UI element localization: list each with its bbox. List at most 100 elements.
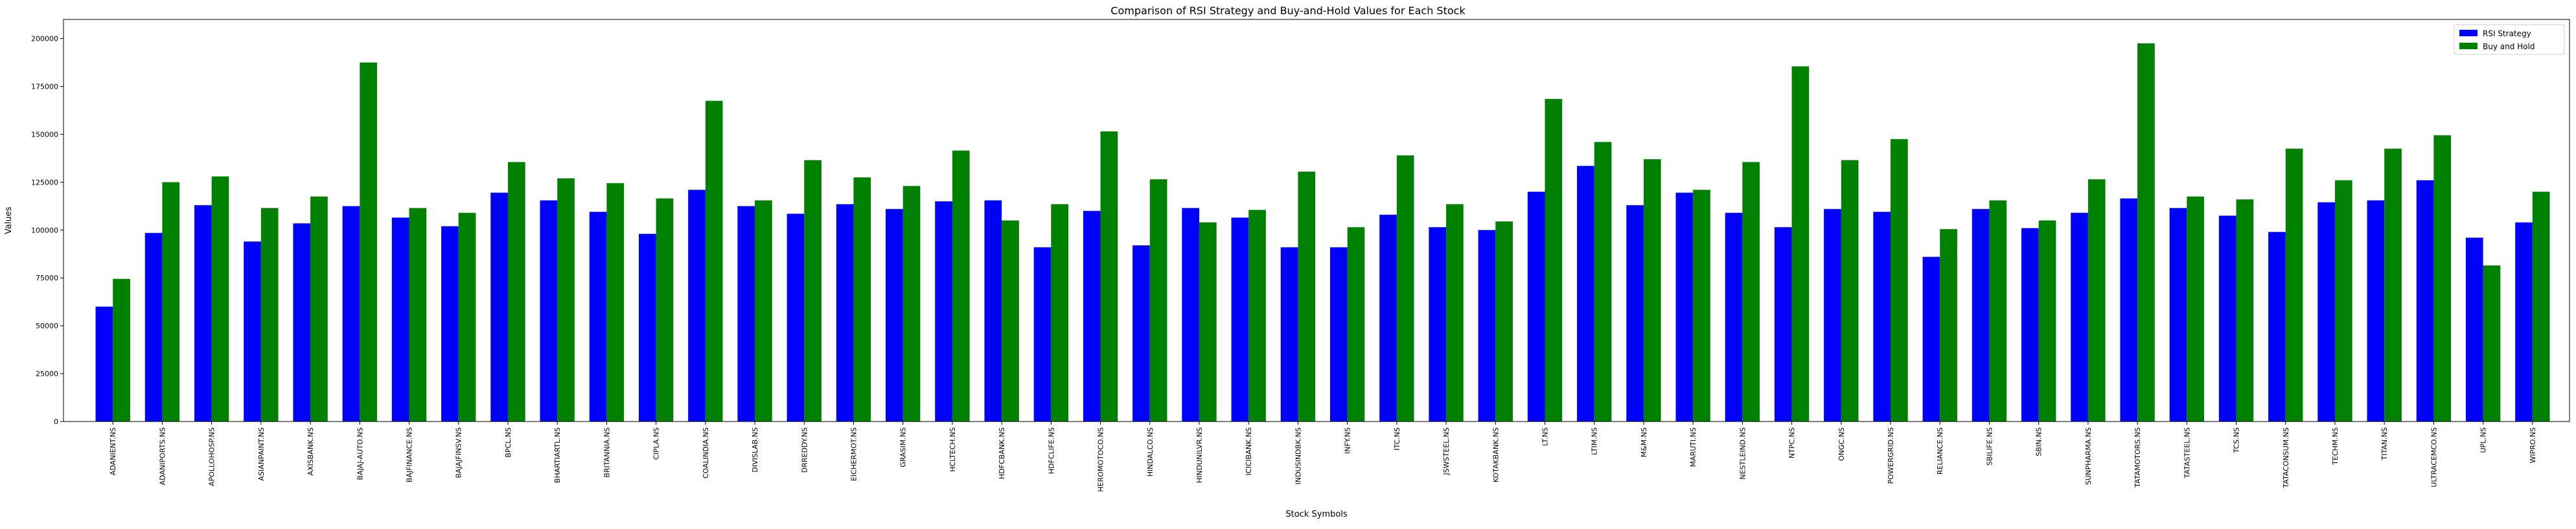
bars-group: [95, 43, 2550, 422]
rsi-strategy-bar: [1725, 212, 1743, 422]
x-tick-label: SUNPHARMA.NS: [2084, 427, 2093, 485]
buy-and-hold-bar: [853, 177, 871, 422]
rsi-strategy-bar: [540, 200, 558, 422]
x-tick-label: BPCL.NS: [504, 427, 512, 458]
x-tick-label: HINDUNILVR.NS: [1195, 427, 1204, 483]
x-tick-label: ULTRACEMCO.NS: [2430, 427, 2438, 488]
x-tick-label: EICHERMOT.NS: [849, 427, 858, 481]
legend-swatch: [2459, 30, 2478, 36]
x-axis-label: Stock Symbols: [1285, 510, 1348, 519]
buy-and-hold-bar: [1347, 227, 1365, 422]
x-tick-label: BRITANNIA.NS: [603, 427, 611, 478]
buy-and-hold-bar: [1446, 204, 1464, 422]
rsi-strategy-bar: [293, 223, 311, 422]
rsi-strategy-bar: [1922, 256, 1940, 422]
x-tick-label: TATAMOTORS.NS: [2133, 427, 2142, 488]
rsi-strategy-bar: [244, 242, 261, 422]
x-axis: ADANIENT.NS ADANIPORTS.NS APOLLOHOSP.NS ASI…: [109, 422, 2537, 492]
x-tick-label: DIVISLAB.NS: [751, 427, 759, 473]
buy-and-hold-bar: [1248, 210, 1266, 422]
rsi-strategy-bar: [737, 206, 755, 422]
x-tick-label: NESTLEIND.NS: [1738, 427, 1747, 480]
buy-and-hold-bar: [162, 182, 180, 422]
rsi-strategy-bar: [2515, 222, 2533, 422]
x-tick-label: LT.NS: [1541, 427, 1550, 446]
legend-box: [2454, 24, 2565, 55]
x-tick-label: UPL.NS: [2479, 427, 2488, 453]
rsi-strategy-bar: [1626, 205, 1644, 422]
x-tick-label: HINDALCO.NS: [1146, 427, 1155, 477]
x-tick-label: BAJFINANCE.NS: [406, 427, 414, 482]
plot-frame: [63, 19, 2570, 422]
rsi-strategy-bar: [1824, 208, 1841, 422]
buy-and-hold-bar: [952, 150, 970, 422]
x-tick-label: HDFCBANK.NS: [998, 427, 1006, 479]
buy-and-hold-bar: [606, 183, 625, 422]
x-tick-label: BHARTIARTL.NS: [553, 427, 562, 483]
rsi-strategy-bar: [342, 206, 360, 422]
y-tick-label: 200000: [31, 35, 58, 43]
buy-and-hold-bar: [1149, 179, 1167, 422]
y-tick-label: 150000: [31, 130, 58, 139]
buy-and-hold-bar: [1742, 162, 1760, 422]
y-tick-label: 125000: [31, 178, 58, 186]
rsi-strategy-bar: [638, 234, 656, 422]
rsi-strategy-bar: [2268, 232, 2286, 422]
buy-and-hold-bar: [360, 62, 377, 422]
x-tick-label: HDFCLIFE.NS: [1047, 427, 1055, 474]
buy-and-hold-bar: [2334, 180, 2352, 422]
rsi-strategy-bar: [1280, 247, 1298, 422]
buy-and-hold-bar: [310, 196, 328, 422]
buy-and-hold-bar: [656, 198, 674, 422]
buy-and-hold-bar: [113, 278, 130, 422]
rsi-strategy-bar: [2120, 198, 2138, 422]
rsi-strategy-bar: [1182, 208, 1199, 422]
rsi-strategy-bar: [2465, 238, 2483, 422]
buy-and-hold-bar: [903, 186, 921, 422]
rsi-strategy-bar: [1033, 247, 1052, 422]
y-tick-label: 50000: [36, 322, 58, 330]
y-tick-label: 75000: [36, 274, 58, 282]
rsi-strategy-bar: [391, 218, 409, 422]
rsi-strategy-bar: [441, 226, 459, 422]
buy-and-hold-bar: [2532, 192, 2550, 422]
buy-and-hold-bar: [1693, 190, 1710, 422]
rsi-strategy-bar: [1675, 192, 1694, 422]
rsi-strategy-bar: [1527, 192, 1545, 422]
x-tick-label: DRREDDY.NS: [800, 427, 809, 473]
rsi-strategy-bar: [1429, 227, 1447, 422]
y-axis-label: Values: [4, 207, 14, 234]
rsi-strategy-bar: [2021, 228, 2039, 422]
x-tick-label: MARUTI.NS: [1689, 427, 1697, 467]
buy-and-hold-bar: [1100, 131, 1118, 422]
buy-and-hold-bar: [1051, 204, 1069, 422]
x-tick-label: TECHM.NS: [2331, 427, 2340, 466]
x-tick-label: ICICIBANK.NS: [1245, 427, 1253, 475]
rsi-strategy-bar: [2367, 200, 2385, 422]
buy-and-hold-bar: [1891, 139, 1908, 422]
x-tick-label: ASIANPAINT.NS: [257, 427, 266, 481]
rsi-strategy-bar: [1774, 227, 1792, 422]
buy-and-hold-bar: [1199, 222, 1217, 422]
rsi-strategy-bar: [490, 192, 508, 422]
x-tick-label: SBIN.NS: [2035, 427, 2043, 456]
x-tick-label: COALINDIA.NS: [702, 427, 710, 478]
buy-and-hold-bar: [2483, 265, 2501, 422]
buy-and-hold-bar: [804, 160, 822, 422]
buy-and-hold-bar: [1940, 229, 1957, 422]
legend-label: Buy and Hold: [2483, 42, 2535, 51]
buy-and-hold-bar: [755, 200, 772, 422]
buy-and-hold-bar: [2236, 199, 2254, 422]
x-tick-label: APOLLOHOSP.NS: [208, 427, 216, 486]
legend-label: RSI Strategy: [2483, 29, 2531, 38]
buy-and-hold-bar: [211, 176, 229, 422]
x-tick-label: LTIM.NS: [1591, 427, 1599, 455]
rsi-strategy-bar: [1577, 166, 1594, 422]
buy-and-hold-bar: [557, 178, 575, 422]
rsi-strategy-bar: [1083, 210, 1101, 422]
buy-and-hold-bar: [2087, 179, 2106, 422]
buy-and-hold-bar: [1791, 66, 1810, 422]
y-axis: 0 25000 50000 75000 100000 125000 150000 175000…: [31, 35, 63, 426]
rsi-strategy-bar: [589, 212, 607, 422]
x-tick-label: BAJAJFINSV.NS: [455, 427, 463, 478]
